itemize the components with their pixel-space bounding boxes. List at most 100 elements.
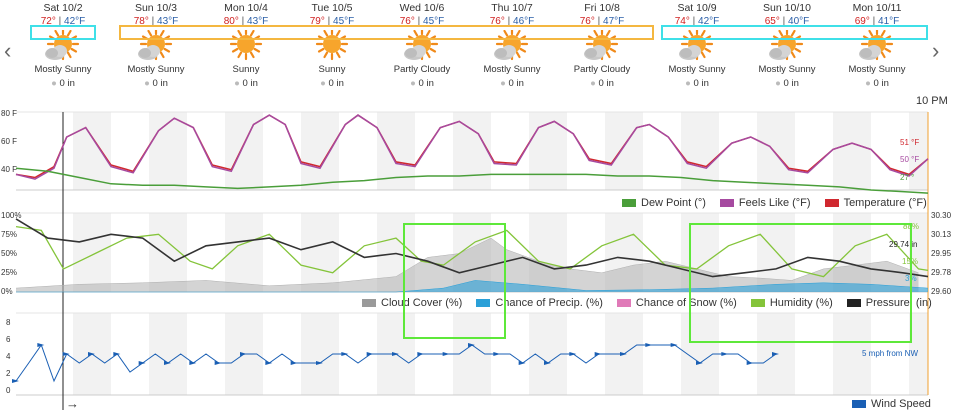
- y-tick-label-right: 29.60: [931, 287, 952, 296]
- wind-arrow-icon: [88, 352, 95, 356]
- day-condition: Partly Cloudy: [393, 64, 451, 75]
- wind-arrow-icon: [518, 361, 526, 365]
- day-date: Mon 10/11: [852, 2, 902, 14]
- series-line: [15, 114, 929, 180]
- night-band: [833, 112, 871, 190]
- day-precip: ● 0 in: [410, 78, 434, 89]
- value-label: 29.74 in: [889, 240, 917, 249]
- day-precip: ● 0 in: [500, 78, 524, 89]
- high-temp: 80°: [223, 16, 239, 27]
- next-arrow-icon[interactable]: ›: [932, 38, 940, 63]
- highlight-box-late: [689, 223, 912, 343]
- legend-swatch: [846, 299, 861, 307]
- wind-arrow-icon: [670, 343, 678, 347]
- day-temps: 72° | 42°F: [40, 16, 86, 27]
- y-tick-label-right: 29.95: [931, 249, 952, 258]
- day-precip: ● 0 in: [590, 78, 614, 89]
- legend-item[interactable]: Wind Speed: [852, 398, 931, 410]
- mostly-sunny-icon: [20, 30, 106, 62]
- mid-legend: Cloud Cover (%) Chance of Precip. (%) Chan…: [348, 297, 932, 309]
- now-arrow-icon: →: [66, 396, 79, 411]
- legend-label: Cloud Cover (%): [381, 297, 463, 309]
- night-band: [225, 213, 263, 292]
- night-band: [301, 213, 339, 292]
- day-date: Sat 10/2: [43, 2, 83, 14]
- y-tick-label: 25%: [1, 268, 17, 277]
- day-date: Thu 10/7: [491, 2, 533, 14]
- raindrop-icon: ●: [234, 78, 240, 89]
- y-tick-label: 8: [6, 318, 11, 327]
- legend-item[interactable]: Pressure. (in): [846, 297, 932, 309]
- day-condition: Mostly Sunny: [483, 64, 541, 75]
- legend-label: Wind Speed: [871, 398, 931, 410]
- day-date: Wed 10/6: [399, 2, 445, 14]
- day-precip: ● 0 in: [865, 78, 889, 89]
- legend-swatch: [824, 199, 839, 207]
- y-tick-label-right: 29.78: [931, 268, 952, 277]
- day-date: Sun 10/3: [134, 2, 178, 14]
- day-precip: ● 0 in: [51, 78, 75, 89]
- raindrop-icon: ●: [775, 78, 781, 89]
- night-band: [73, 213, 111, 292]
- legend-swatch: [750, 299, 765, 307]
- day-condition: Mostly Sunny: [758, 64, 816, 75]
- legend-item[interactable]: Chance of Snow (%): [616, 297, 737, 309]
- day-condition: Mostly Sunny: [848, 64, 906, 75]
- series-line: [15, 225, 929, 278]
- low-temp: 43°F: [247, 16, 269, 27]
- raindrop-icon: ●: [590, 78, 596, 89]
- raindrop-icon: ●: [865, 78, 871, 89]
- day-temps: 79° | 45°F: [309, 16, 355, 27]
- high-temp: 74°: [674, 16, 690, 27]
- y-tick-label-right: 30.30: [931, 211, 952, 220]
- legend-item[interactable]: Dew Point (°): [622, 197, 706, 209]
- day-precip: ● 0 in: [685, 78, 709, 89]
- wind-legend: Wind Speed: [838, 398, 931, 410]
- day-column[interactable]: Sat 10/2 72° | 42°F Mostly Sunny ● 0 in: [20, 0, 106, 89]
- legend-item[interactable]: Humidity (%): [750, 297, 833, 309]
- legend-item[interactable]: Feels Like (°F): [719, 197, 811, 209]
- day-date: Tue 10/5: [311, 2, 353, 14]
- wind-arrow-icon: [493, 352, 501, 356]
- legend-label: Chance of Snow (%): [635, 297, 737, 309]
- day-temps: 80° | 43°F: [223, 16, 269, 27]
- legend-item[interactable]: Chance of Precip. (%): [476, 297, 603, 309]
- day-column[interactable]: Sat 10/9 74° | 42°F Mostly Sunny ● 0 in: [654, 0, 740, 89]
- wind-arrow-icon: [240, 352, 247, 356]
- wind-arrow-icon: [265, 361, 273, 365]
- y-tick-label: 6: [6, 335, 11, 344]
- y-tick-label: 4: [6, 352, 11, 361]
- legend-label: Humidity (%): [769, 297, 833, 309]
- prev-arrow-icon[interactable]: ‹: [4, 38, 12, 63]
- wind-arrow-icon: [12, 379, 19, 383]
- day-temps: 74° | 42°F: [674, 16, 720, 27]
- high-temp: 65°: [764, 16, 780, 27]
- day-condition: Sunny: [232, 64, 260, 75]
- day-temps: 76° | 46°F: [489, 16, 535, 27]
- legend-label: Chance of Precip. (%): [495, 297, 603, 309]
- wind-arrow-icon: [113, 352, 121, 356]
- day-column[interactable]: Mon 10/11 69° | 41°F Mostly Sunny ● 0 in: [834, 0, 920, 89]
- raindrop-icon: ●: [51, 78, 57, 89]
- day-condition: Mostly Sunny: [127, 64, 185, 75]
- legend-swatch: [476, 299, 491, 307]
- day-column[interactable]: Sun 10/10 65° | 40°F Mostly Sunny ● 0 in: [744, 0, 830, 89]
- y-tick-label: 2: [6, 369, 11, 378]
- value-label: 50 °F: [900, 155, 919, 164]
- legend-item[interactable]: Temperature (°F): [824, 197, 927, 209]
- low-temp: 47°F: [603, 16, 625, 27]
- raindrop-icon: ●: [410, 78, 416, 89]
- night-band: [149, 213, 187, 292]
- night-band: [757, 112, 795, 190]
- day-temps: 69° | 41°F: [854, 16, 900, 27]
- day-precip: ● 0 in: [775, 78, 799, 89]
- wind-arrow-icon: [290, 361, 298, 365]
- series-line: [15, 167, 929, 194]
- legend-item[interactable]: Cloud Cover (%): [362, 297, 462, 309]
- wind-arrow-icon: [189, 361, 197, 365]
- y-tick-label: 0: [6, 386, 11, 395]
- highlight-box-sat: [30, 25, 96, 40]
- wind-arrow-icon: [37, 343, 45, 347]
- value-label: 51 °F: [900, 138, 919, 147]
